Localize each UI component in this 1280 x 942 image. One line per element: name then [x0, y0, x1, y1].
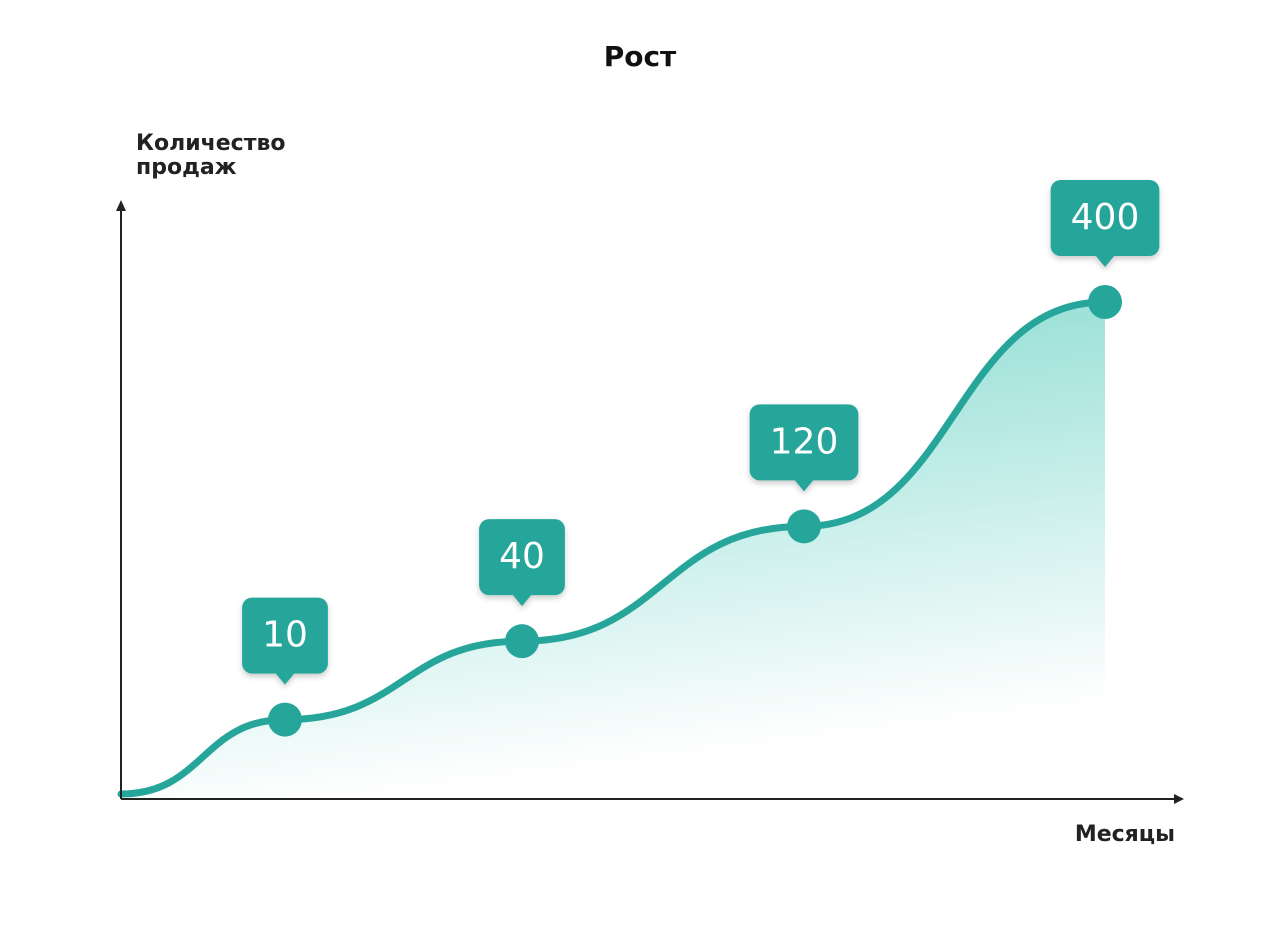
label-box: [479, 519, 565, 596]
point: [505, 624, 539, 659]
point: [1088, 285, 1122, 319]
point: [787, 509, 821, 544]
line: [281, 298, 1109, 724]
area: [121, 302, 1105, 798]
value-label: 400: [1050, 180, 1160, 267]
value-label-text: 40: [499, 536, 545, 577]
label-box: [1050, 180, 1160, 256]
value-label-text: 400: [1071, 197, 1140, 238]
label-pointer: [275, 672, 295, 685]
y-arrow: [116, 200, 126, 211]
line-lead: [117, 716, 289, 798]
y-axis-label: Количество продаж: [136, 131, 286, 180]
label-box: [242, 597, 328, 674]
label-pointer: [1095, 255, 1115, 267]
x-axis-label: Месяцы: [1074, 822, 1175, 847]
value-label: 120: [749, 404, 859, 492]
x-arrow: [1174, 794, 1184, 804]
value-label: 10: [242, 597, 328, 685]
value-label-text: 10: [262, 615, 308, 656]
label-pointer: [794, 479, 814, 492]
value-label-text: 120: [770, 421, 839, 462]
point: [268, 702, 302, 737]
chart-title: Рост: [603, 40, 677, 73]
value-label: 40: [479, 519, 565, 607]
label-box: [749, 404, 859, 481]
label-pointer: [512, 594, 532, 607]
